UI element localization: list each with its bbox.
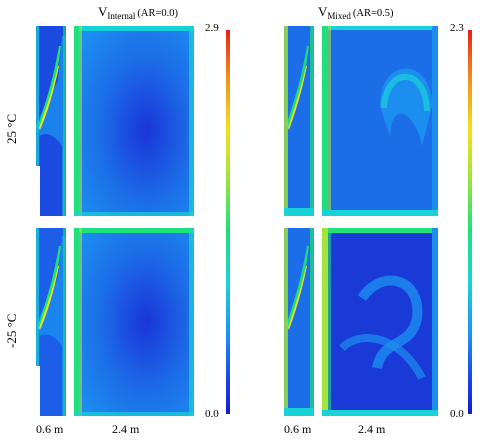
colorbar-right-min: 0.0 <box>450 408 464 420</box>
field-internal-bottom-wide <box>74 228 194 416</box>
dim-right-narrow: 0.6 m <box>284 422 311 437</box>
field-mixed-top-wide <box>322 26 438 216</box>
title-right-rest: (AR=0.5) <box>353 8 394 19</box>
colorbar-right <box>468 30 472 414</box>
title-right-base: V <box>318 4 327 19</box>
field-mixed-bottom-narrow <box>284 228 314 416</box>
row-label-top: 25 °C <box>4 114 20 144</box>
title-left-base: V <box>98 4 107 19</box>
dim-right-wide: 2.4 m <box>358 422 385 437</box>
dim-left-wide: 2.4 m <box>112 422 139 437</box>
field-mixed-bottom-wide <box>322 228 438 416</box>
title-left-rest: (AR=0.0) <box>137 8 178 19</box>
title-left: VInternal (AR=0.0) <box>98 4 178 20</box>
field-mixed-top-narrow <box>284 26 314 216</box>
colorbar-left-min: 0.0 <box>205 408 219 420</box>
field-internal-top-narrow <box>36 26 66 216</box>
dim-left-narrow: 0.6 m <box>36 422 63 437</box>
title-left-sub: Internal <box>107 11 135 21</box>
colorbar-right-max: 2.3 <box>450 22 464 34</box>
row-label-bottom: -25 °C <box>4 314 20 348</box>
field-internal-bottom-narrow <box>36 228 66 416</box>
title-right-sub: Mixed <box>327 11 351 21</box>
colorbar-left-max: 2.9 <box>205 22 219 34</box>
colorbar-left <box>226 30 230 414</box>
field-internal-top-wide <box>74 26 194 216</box>
title-right: VMixed (AR=0.5) <box>318 4 394 20</box>
